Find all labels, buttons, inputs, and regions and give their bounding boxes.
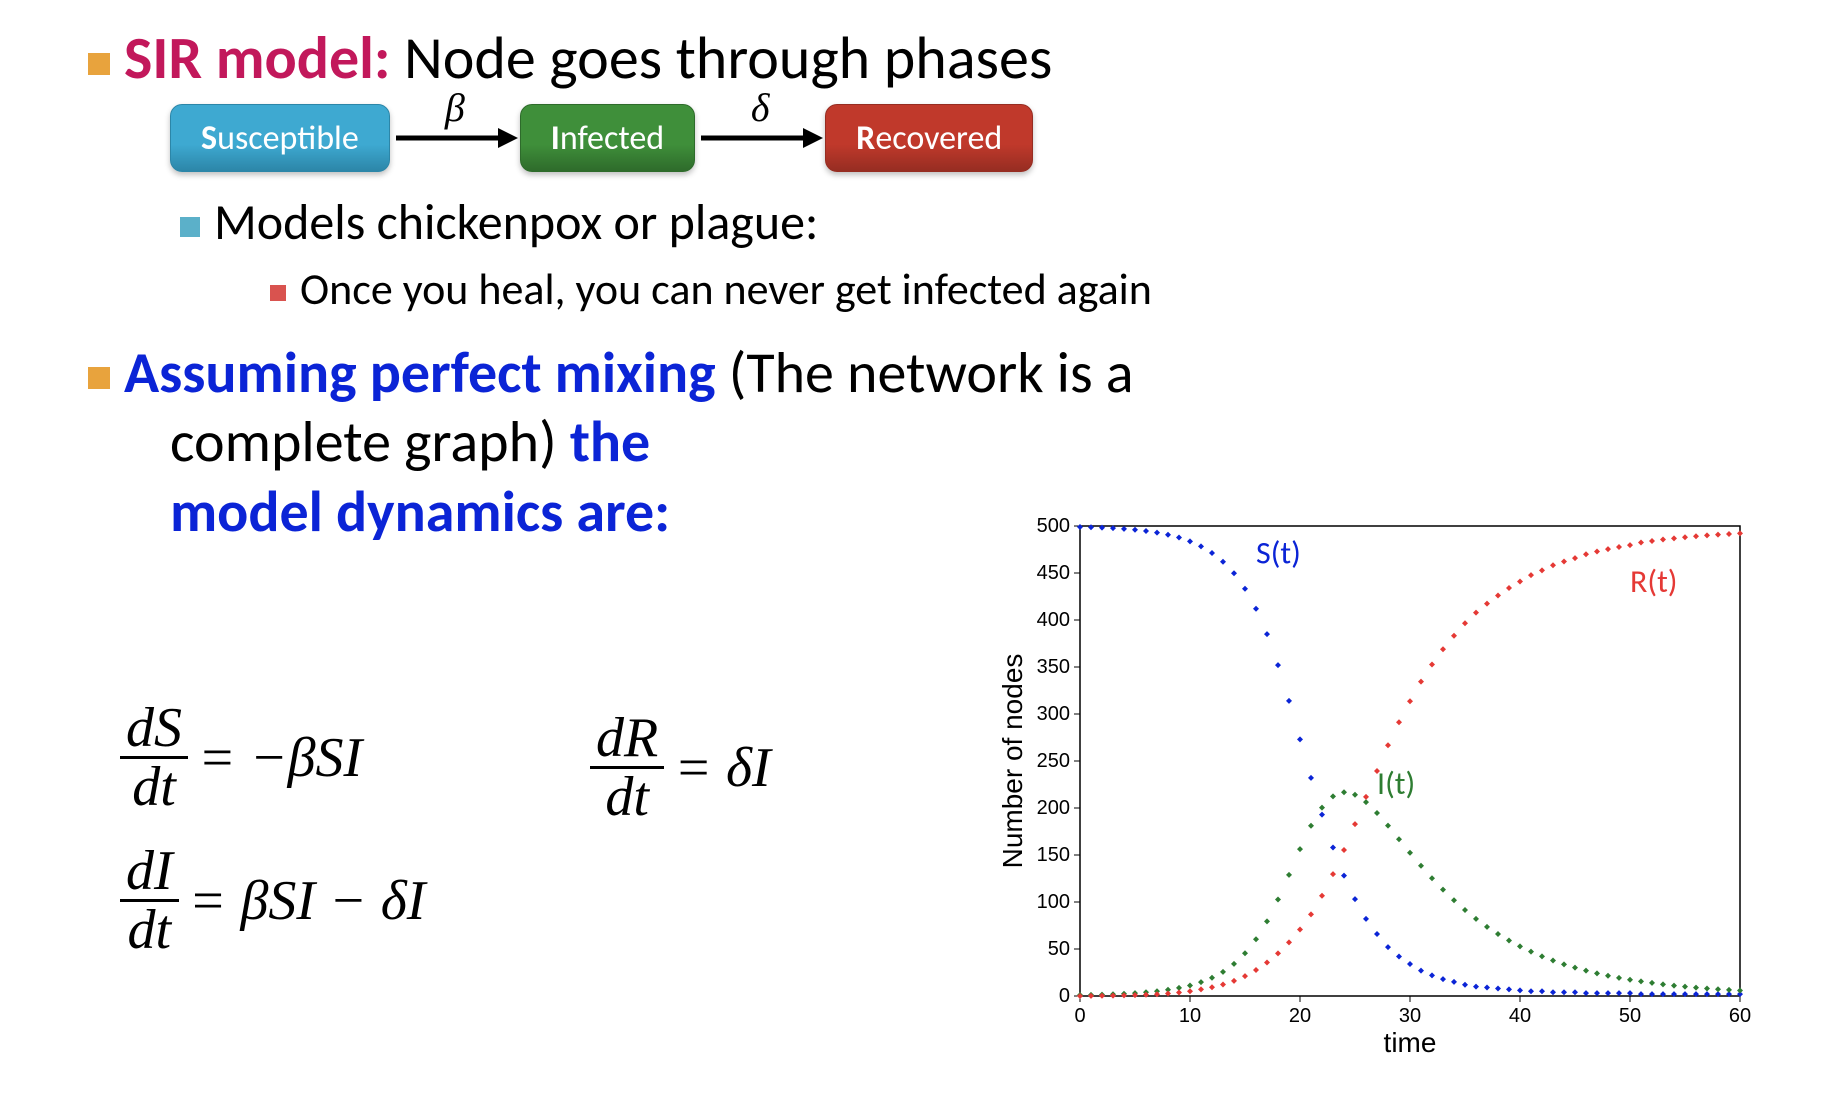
bullet-icon: [270, 285, 286, 301]
arrow-icon: δ: [695, 104, 825, 172]
arrow-icon: β: [390, 104, 520, 172]
phase-diagram: SusceptibleβInfectedδRecovered: [170, 104, 1780, 172]
svg-text:450: 450: [1037, 562, 1070, 584]
frac-dI: dI dt: [120, 843, 179, 958]
rhs-dR: = δI: [674, 736, 770, 800]
svg-text:400: 400: [1037, 609, 1070, 631]
sir-label: SIR model:: [124, 22, 390, 95]
cont1-bold: the: [570, 406, 650, 477]
phase-box: Susceptible: [170, 104, 390, 172]
models-line: Models chickenpox or plague:: [180, 194, 1780, 252]
assuming-rest: (The network is a: [716, 337, 1134, 408]
svg-text:10: 10: [1179, 1005, 1201, 1027]
svg-text:50: 50: [1619, 1005, 1641, 1027]
bullet-icon: [180, 217, 200, 237]
phase-box: Infected: [520, 104, 695, 172]
eq-dI: dI dt = βSI − δI: [120, 843, 940, 958]
assuming-cont1: complete graph) the: [170, 407, 1780, 477]
svg-text:R(t): R(t): [1630, 562, 1678, 601]
sir-chart: 0 50 100 150 200 250 300 350 400 450 500 0 10 20 30 40 5…: [990, 506, 1770, 1066]
rhs-dS: = −βSI: [198, 726, 362, 790]
eq-dR: dR dt = δI: [590, 710, 771, 825]
svg-text:60: 60: [1729, 1005, 1751, 1027]
slide-root: SIR model: Node goes through phases Susc…: [0, 0, 1840, 1106]
svg-text:200: 200: [1037, 797, 1070, 819]
assuming-line: Assuming perfect mixing (The network is …: [88, 338, 1780, 408]
svg-text:50: 50: [1048, 938, 1070, 960]
svg-text:30: 30: [1399, 1005, 1421, 1027]
svg-text:Number of nodes: Number of nodes: [997, 654, 1028, 869]
heading-sir: SIR model: Node goes through phases: [88, 26, 1780, 92]
equations-block: dS dt = −βSI dI dt = βSI − δI dR dt = δI: [120, 700, 940, 986]
rhs-dI: = βSI − δI: [189, 869, 426, 933]
models-text: Models chickenpox or plague:: [214, 192, 818, 253]
heal-text: Once you heal, you can never get infecte…: [300, 262, 1152, 316]
eq-dS: dS dt = −βSI: [120, 700, 940, 815]
svg-text:350: 350: [1037, 656, 1070, 678]
svg-text:time: time: [1384, 1027, 1437, 1058]
bullet-icon: [88, 53, 110, 75]
svg-text:40: 40: [1509, 1005, 1531, 1027]
heal-line: Once you heal, you can never get infecte…: [270, 262, 1780, 316]
svg-text:S(t): S(t): [1256, 534, 1301, 573]
svg-text:150: 150: [1037, 844, 1070, 866]
frac-dS: dS dt: [120, 700, 188, 815]
phase-box: Recovered: [825, 104, 1033, 172]
svg-text:500: 500: [1037, 515, 1070, 537]
svg-text:20: 20: [1289, 1005, 1311, 1027]
svg-text:I(t): I(t): [1377, 764, 1415, 803]
svg-text:0: 0: [1059, 985, 1070, 1007]
svg-text:300: 300: [1037, 703, 1070, 725]
frac-dR: dR dt: [590, 710, 664, 825]
cont2-bold: model dynamics are:: [170, 476, 670, 547]
assuming-bold: Assuming perfect mixing: [124, 337, 716, 408]
sir-rest: Node goes through phases: [390, 22, 1052, 95]
svg-text:100: 100: [1037, 891, 1070, 913]
svg-text:0: 0: [1074, 1005, 1085, 1027]
cont1-plain: complete graph): [170, 406, 570, 477]
svg-text:250: 250: [1037, 750, 1070, 772]
bullet-icon: [88, 367, 110, 389]
